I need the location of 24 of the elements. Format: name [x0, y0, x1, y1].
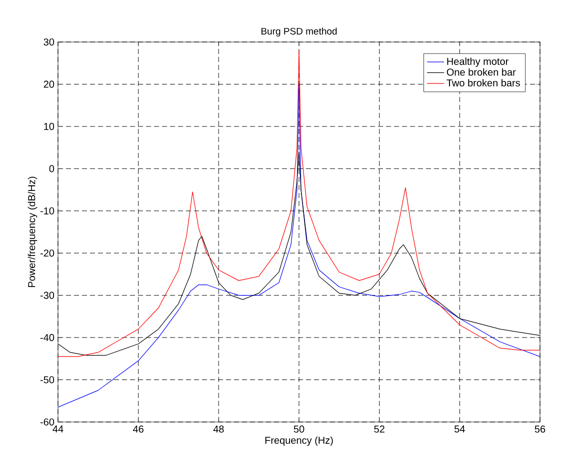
legend-label: One broken bar: [446, 68, 516, 76]
chart-title: Burg PSD method: [262, 28, 337, 36]
x-tick-label: 54: [454, 426, 465, 432]
legend-label: Two broken bars: [446, 79, 520, 86]
y-tick-label: 20: [44, 80, 54, 88]
x-tick-label: 56: [534, 426, 546, 433]
y-tick-label: -50: [40, 376, 54, 384]
y-axis-title: Power/frequency (dB/Hz): [28, 176, 38, 288]
x-tick-label: 46: [133, 426, 144, 433]
x-tick-label: 48: [213, 426, 224, 433]
x-tick-label: 50: [294, 426, 304, 433]
y-tick-label: -10: [40, 207, 54, 214]
y-tick-label: -30: [40, 292, 54, 299]
y-tick-label: 10: [44, 122, 54, 130]
y-tick-label: 30: [44, 38, 54, 46]
y-tick-label: -40: [40, 334, 54, 342]
y-tick-label: -20: [40, 250, 54, 257]
x-tick-label: 44: [52, 426, 64, 432]
line-series: [58, 50, 540, 357]
x-tick-label: 52: [374, 426, 384, 433]
legend-label: Healthy motor: [447, 58, 508, 67]
x-axis-title: Frequency (Hz): [265, 436, 333, 446]
y-tick-label: 0: [49, 165, 54, 172]
y-tick-label: -60: [40, 418, 54, 426]
